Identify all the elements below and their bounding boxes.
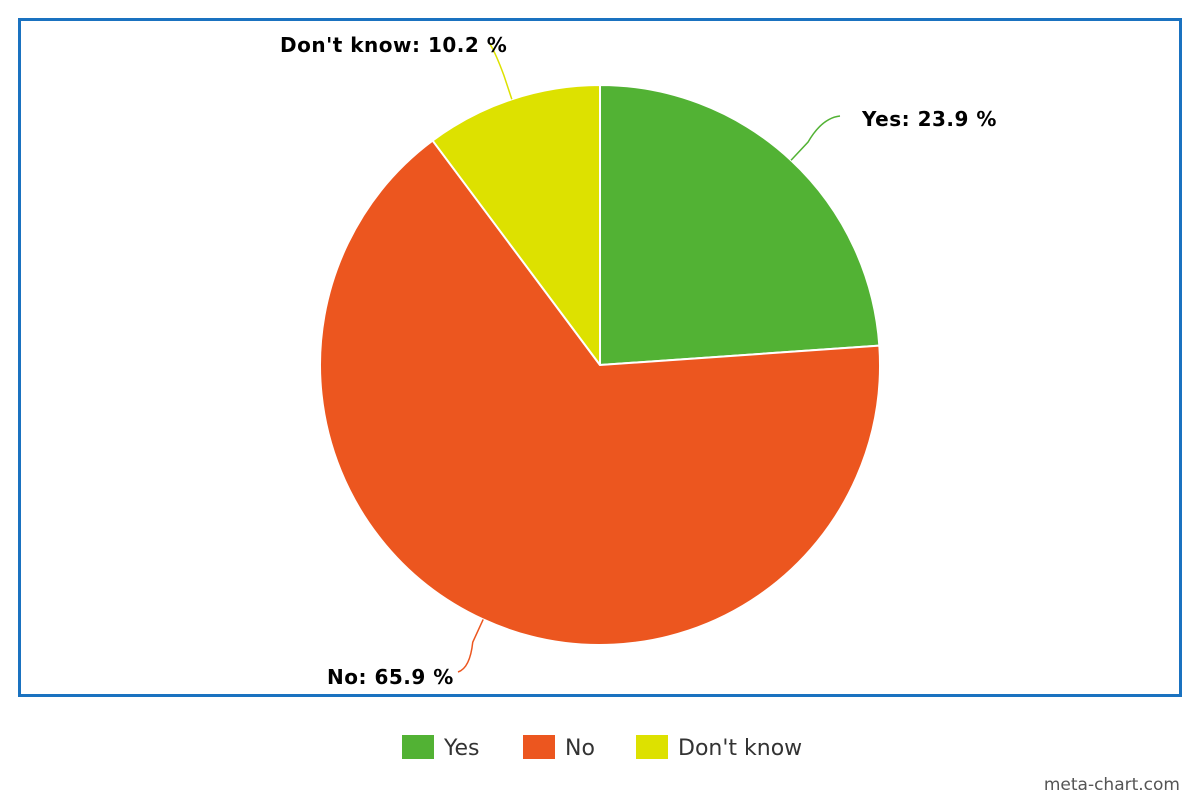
credit-text: meta-chart.com [1044, 775, 1180, 795]
legend-label-dont-know: Don't know [678, 736, 802, 761]
legend: Yes No Don't know [402, 735, 802, 761]
legend-item-dont-know[interactable]: Don't know [636, 735, 802, 761]
slice-label-no: No: 65.9 % [327, 665, 454, 689]
connector-yes [790, 115, 841, 161]
legend-swatch-dont-know [636, 735, 668, 759]
pie-slice-dont-know[interactable] [431, 84, 601, 366]
legend-item-no[interactable]: No [523, 735, 595, 761]
legend-swatch-no [523, 735, 555, 759]
legend-item-yes[interactable]: Yes [402, 735, 480, 761]
connectors-layer [457, 43, 841, 673]
slice-label-yes: Yes: 23.9 % [861, 107, 997, 131]
connector-no [457, 619, 484, 673]
pie-slice-yes[interactable] [599, 84, 881, 366]
slices-layer [319, 84, 881, 646]
slice-label-dont-know: Don't know: 10.2 % [280, 33, 507, 57]
legend-label-yes: Yes [443, 736, 480, 761]
legend-swatch-yes [402, 735, 434, 759]
labels-layer: Yes: 23.9 % No: 65.9 % Don't know: 10.2 % [280, 33, 997, 689]
connector-dont-know [489, 43, 513, 100]
legend-label-no: No [565, 736, 595, 761]
